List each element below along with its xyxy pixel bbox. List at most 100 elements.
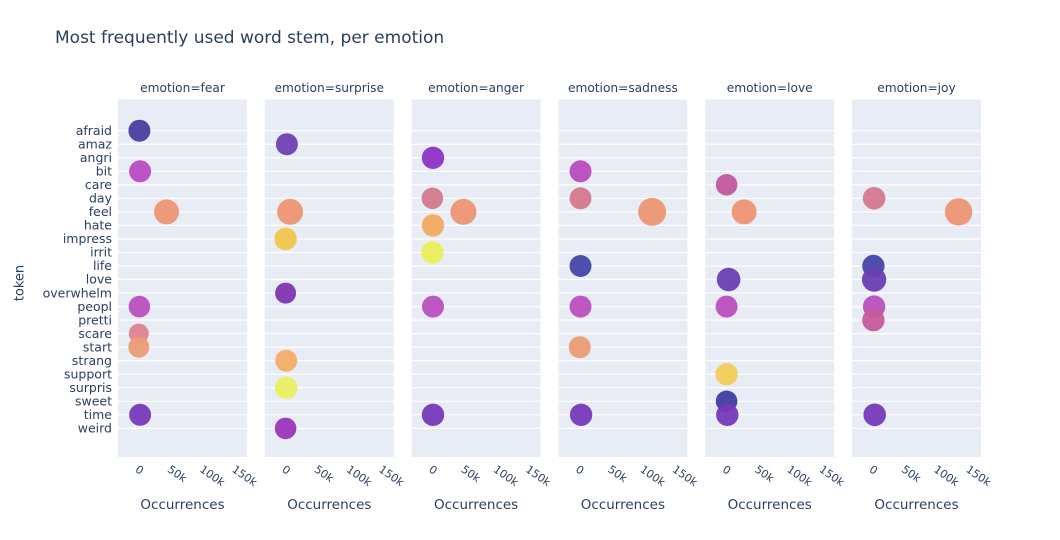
data-point-surprise-surpris[interactable]	[275, 376, 298, 399]
x-tick-label: 150k	[670, 463, 700, 490]
facet-title: emotion=sadness	[568, 81, 678, 95]
x-tick-label: 0	[573, 463, 586, 478]
facet-title: emotion=joy	[877, 81, 955, 95]
data-point-anger-peopl[interactable]	[422, 295, 444, 318]
x-tick-label: 150k	[376, 463, 406, 490]
data-point-anger-irrit[interactable]	[421, 241, 444, 264]
x-tick-label: 50k	[899, 463, 924, 486]
y-tick-label-day: day	[89, 191, 113, 206]
facet-title: emotion=fear	[140, 81, 226, 95]
facet-title: emotion=surprise	[275, 81, 384, 95]
x-tick-label: 50k	[459, 463, 484, 486]
y-tick-label-start: start	[83, 339, 112, 354]
x-tick-label: 150k	[964, 463, 994, 490]
y-tick-label-sweet: sweet	[75, 394, 112, 409]
x-tick-label: 50k	[605, 463, 630, 486]
facet-title: emotion=love	[727, 81, 813, 95]
y-tick-label-afraid: afraid	[76, 123, 112, 138]
data-point-love-support[interactable]	[715, 363, 738, 386]
data-point-love-love[interactable]	[716, 267, 741, 292]
x-tick-label: 0	[280, 463, 293, 478]
facet-joy: emotion=joy 0 50k 100k 150k Occurrences	[852, 81, 994, 513]
x-axis-title: Occurrences	[874, 497, 958, 513]
y-tick-label-irrit: irrit	[90, 245, 112, 260]
y-tick-label-care: care	[85, 177, 112, 192]
data-point-sadness-life[interactable]	[569, 255, 592, 277]
data-point-joy-time[interactable]	[863, 403, 886, 427]
data-point-anger-day[interactable]	[421, 187, 444, 210]
data-point-sadness-day[interactable]	[569, 187, 592, 210]
data-point-love-time[interactable]	[716, 403, 739, 426]
data-point-fear-feel[interactable]	[154, 199, 179, 225]
data-point-joy-pretti[interactable]	[862, 308, 885, 332]
x-tick-label: 100k	[638, 463, 668, 490]
y-tick-label-pretti: pretti	[78, 312, 112, 327]
data-point-sadness-time[interactable]	[569, 403, 593, 426]
data-point-love-peopl[interactable]	[715, 295, 738, 318]
facet-love: emotion=love 0 50k 100k 150k Occurrences	[705, 81, 847, 513]
x-tick-label: 150k	[230, 463, 260, 490]
data-point-fear-peopl[interactable]	[128, 295, 151, 318]
facet-panel	[558, 99, 688, 457]
y-tick-label-feel: feel	[89, 204, 112, 219]
data-point-anger-feel[interactable]	[450, 198, 477, 225]
y-tick-label-angri: angri	[80, 150, 112, 165]
data-point-joy-day[interactable]	[862, 187, 886, 210]
y-tick-label-hate: hate	[84, 218, 112, 233]
x-tick-label: 0	[720, 463, 733, 478]
y-tick-label-time: time	[84, 407, 113, 422]
x-tick-label: 0	[133, 463, 146, 478]
y-tick-label-surpris: surpris	[69, 380, 112, 395]
data-point-sadness-start[interactable]	[568, 336, 591, 359]
data-point-love-care[interactable]	[715, 174, 738, 196]
data-point-fear-time[interactable]	[129, 403, 152, 426]
facet-panel	[118, 99, 247, 457]
x-tick-label: 100k	[491, 463, 521, 490]
data-point-surprise-impress[interactable]	[274, 227, 297, 251]
y-axis-title: token	[12, 264, 28, 302]
y-tick-label-strang: strang	[72, 353, 112, 368]
data-point-anger-time[interactable]	[421, 403, 445, 426]
data-point-surprise-strang[interactable]	[275, 349, 298, 372]
y-tick-label-life: life	[93, 258, 112, 273]
facet-anger: emotion=anger 0 50k 100k 150k Occurrences	[411, 81, 554, 513]
data-point-surprise-weird[interactable]	[274, 417, 297, 440]
y-tick-label-scare: scare	[78, 326, 112, 341]
x-tick-label: 150k	[523, 463, 553, 490]
data-point-joy-feel[interactable]	[944, 198, 973, 226]
facet-surprise: emotion=surprise 0 50k 100k 150k Occurrences	[264, 81, 407, 513]
x-tick-label: 50k	[312, 463, 337, 486]
data-point-anger-hate[interactable]	[421, 214, 445, 237]
data-point-fear-start[interactable]	[128, 336, 150, 358]
y-tick-label-bit: bit	[96, 163, 112, 178]
x-tick-label: 0	[867, 463, 880, 478]
x-axis-title: Occurrences	[434, 497, 518, 513]
y-tick-label-weird: weird	[78, 421, 112, 436]
data-point-sadness-peopl[interactable]	[569, 295, 592, 318]
chart-title: Most frequently used word stem, per emot…	[55, 28, 445, 48]
data-point-sadness-bit[interactable]	[569, 160, 592, 183]
facet-sadness: emotion=sadness 0 50k 100k 150k Occurrences	[558, 81, 700, 513]
data-point-anger-angri[interactable]	[421, 146, 445, 169]
x-tick-label: 100k	[784, 463, 814, 490]
data-point-surprise-overwhelm[interactable]	[275, 282, 297, 304]
x-axis-title: Occurrences	[728, 497, 812, 513]
data-point-surprise-amaz[interactable]	[275, 133, 298, 156]
x-tick-label: 150k	[817, 463, 847, 490]
y-tick-label-support: support	[64, 366, 112, 381]
data-point-fear-afraid[interactable]	[128, 119, 151, 142]
facet-fear: emotion=fear 0 50k 100k 150k Occurrences	[118, 81, 260, 513]
y-tick-label-amaz: amaz	[78, 136, 112, 151]
x-tick-label: 100k	[931, 463, 961, 490]
data-point-love-feel[interactable]	[731, 199, 757, 225]
data-point-sadness-feel[interactable]	[638, 197, 667, 226]
data-point-fear-bit[interactable]	[129, 160, 152, 183]
y-tick-label-overwhelm: overwhelm	[43, 285, 112, 300]
facet-title: emotion=anger	[428, 81, 525, 95]
data-point-surprise-feel[interactable]	[277, 198, 304, 225]
y-tick-label-love: love	[86, 272, 113, 287]
x-tick-label: 0	[426, 463, 439, 478]
data-point-joy-love[interactable]	[861, 267, 887, 292]
